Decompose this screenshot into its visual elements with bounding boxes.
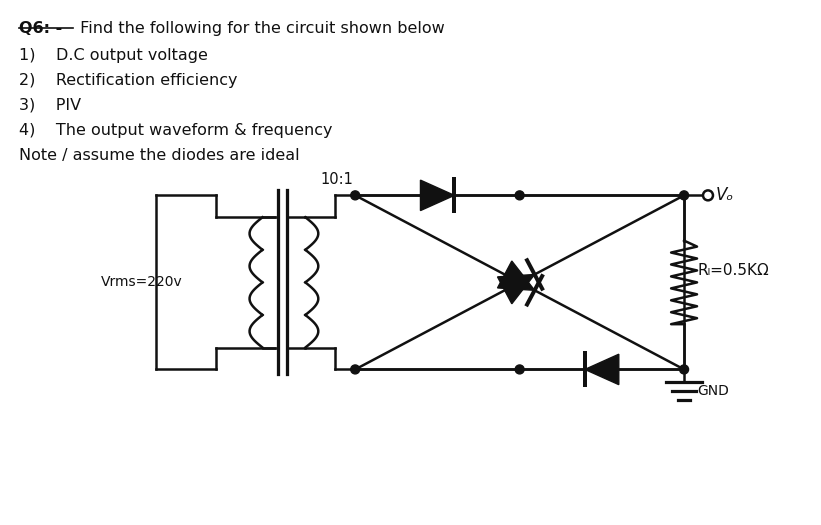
Text: Q6: -: Q6: - bbox=[20, 22, 62, 36]
Text: 3)    PIV: 3) PIV bbox=[20, 98, 81, 113]
Circle shape bbox=[515, 365, 524, 374]
Circle shape bbox=[680, 365, 689, 374]
Text: 2)    Rectification efficiency: 2) Rectification efficiency bbox=[20, 73, 238, 88]
Circle shape bbox=[680, 191, 689, 200]
Text: Rₗ=0.5KΩ: Rₗ=0.5KΩ bbox=[697, 263, 768, 278]
Text: Vₒ: Vₒ bbox=[716, 186, 734, 204]
Text: GND: GND bbox=[697, 384, 729, 398]
Polygon shape bbox=[498, 261, 534, 290]
Text: Note / assume the diodes are ideal: Note / assume the diodes are ideal bbox=[20, 148, 300, 163]
Text: Find the following for the circuit shown below: Find the following for the circuit shown… bbox=[76, 22, 445, 36]
Polygon shape bbox=[585, 354, 619, 385]
Circle shape bbox=[703, 191, 713, 201]
Circle shape bbox=[515, 191, 524, 200]
Text: 1)    D.C output voltage: 1) D.C output voltage bbox=[20, 48, 209, 63]
Circle shape bbox=[351, 365, 360, 374]
Text: 10:1: 10:1 bbox=[320, 172, 353, 187]
Text: Vrms=220v: Vrms=220v bbox=[101, 276, 183, 289]
Polygon shape bbox=[498, 275, 534, 304]
Text: 4)    The output waveform & frequency: 4) The output waveform & frequency bbox=[20, 123, 333, 138]
Polygon shape bbox=[420, 180, 454, 211]
Circle shape bbox=[351, 191, 360, 200]
